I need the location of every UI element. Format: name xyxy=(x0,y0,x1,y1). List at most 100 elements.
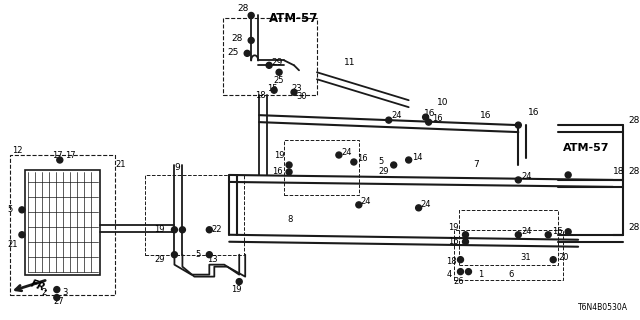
Circle shape xyxy=(271,87,277,93)
Text: 17: 17 xyxy=(65,150,76,159)
Circle shape xyxy=(415,205,422,211)
Text: 24: 24 xyxy=(522,172,532,181)
Circle shape xyxy=(351,159,357,165)
Circle shape xyxy=(565,172,571,178)
Circle shape xyxy=(286,162,292,168)
Text: 21: 21 xyxy=(7,240,17,249)
Circle shape xyxy=(19,232,25,238)
Text: 28: 28 xyxy=(628,167,639,176)
Text: 28: 28 xyxy=(628,223,639,232)
Text: 16: 16 xyxy=(272,167,283,176)
Text: 16: 16 xyxy=(357,154,367,163)
Text: 18: 18 xyxy=(255,91,266,100)
Text: 26: 26 xyxy=(454,277,464,286)
Text: 19: 19 xyxy=(154,225,165,234)
Circle shape xyxy=(276,69,282,75)
Text: ATM-57: ATM-57 xyxy=(269,12,319,26)
Text: 25: 25 xyxy=(227,48,239,57)
Text: 31: 31 xyxy=(520,253,531,262)
Circle shape xyxy=(291,89,297,95)
Text: 24: 24 xyxy=(341,148,351,156)
Text: 25: 25 xyxy=(273,76,284,85)
Circle shape xyxy=(565,229,571,235)
Text: 1: 1 xyxy=(479,270,484,279)
Text: 16: 16 xyxy=(552,227,563,236)
Circle shape xyxy=(550,257,556,263)
Text: 27: 27 xyxy=(54,297,65,306)
Circle shape xyxy=(54,287,60,292)
Text: 17: 17 xyxy=(52,150,63,159)
Text: 24: 24 xyxy=(392,111,402,120)
Circle shape xyxy=(206,227,212,233)
Text: 5: 5 xyxy=(195,250,200,259)
Text: 24: 24 xyxy=(420,200,431,209)
Circle shape xyxy=(179,227,186,233)
Circle shape xyxy=(19,207,25,213)
Text: 4: 4 xyxy=(447,270,452,279)
Text: FR.: FR. xyxy=(29,279,51,295)
Circle shape xyxy=(458,269,463,275)
Circle shape xyxy=(422,114,429,120)
Bar xyxy=(145,175,244,255)
Circle shape xyxy=(515,122,522,128)
Text: 18: 18 xyxy=(613,167,625,176)
Text: 5: 5 xyxy=(379,157,384,166)
Bar xyxy=(454,230,563,280)
Text: 16: 16 xyxy=(431,114,442,123)
Circle shape xyxy=(465,269,472,275)
Circle shape xyxy=(266,62,272,68)
Text: 29: 29 xyxy=(154,255,165,264)
Text: 29: 29 xyxy=(379,167,389,176)
Text: 23: 23 xyxy=(291,84,301,93)
Text: 28: 28 xyxy=(231,34,243,43)
Circle shape xyxy=(244,50,250,56)
Text: 28: 28 xyxy=(628,116,639,124)
Bar xyxy=(284,140,359,195)
Text: 16: 16 xyxy=(528,108,540,117)
Text: 19: 19 xyxy=(449,223,459,232)
Text: ATM-57: ATM-57 xyxy=(563,143,610,153)
Circle shape xyxy=(426,119,431,125)
Circle shape xyxy=(172,252,177,258)
Circle shape xyxy=(248,12,254,19)
Circle shape xyxy=(458,257,463,263)
Text: 16: 16 xyxy=(449,237,459,246)
Circle shape xyxy=(515,177,522,183)
Text: 24: 24 xyxy=(361,197,371,206)
Circle shape xyxy=(463,239,468,245)
Circle shape xyxy=(172,227,177,233)
Circle shape xyxy=(54,295,60,300)
Text: 29: 29 xyxy=(271,58,282,67)
Text: 5: 5 xyxy=(7,205,12,214)
Text: 21: 21 xyxy=(116,161,126,170)
Circle shape xyxy=(286,169,292,175)
Circle shape xyxy=(206,252,212,258)
Bar xyxy=(223,19,317,95)
Text: 9: 9 xyxy=(175,164,180,172)
Text: 10: 10 xyxy=(436,98,448,107)
Text: 12: 12 xyxy=(12,146,22,155)
Text: 6: 6 xyxy=(508,270,514,279)
Bar xyxy=(10,155,115,295)
Text: 19: 19 xyxy=(274,150,285,159)
Circle shape xyxy=(515,232,522,238)
Text: T6N4B0530A: T6N4B0530A xyxy=(578,302,628,311)
Circle shape xyxy=(336,152,342,158)
Text: 19: 19 xyxy=(231,285,242,294)
Text: 18: 18 xyxy=(447,257,457,266)
Text: 11: 11 xyxy=(344,58,355,67)
Text: 16: 16 xyxy=(424,109,435,118)
Text: 16: 16 xyxy=(481,111,492,120)
Circle shape xyxy=(57,157,63,163)
Circle shape xyxy=(463,232,468,238)
Circle shape xyxy=(248,37,254,44)
Text: 28: 28 xyxy=(237,4,248,13)
Circle shape xyxy=(406,157,412,163)
Text: 14: 14 xyxy=(412,153,422,162)
Text: 24: 24 xyxy=(522,227,532,236)
Circle shape xyxy=(386,117,392,123)
Text: 13: 13 xyxy=(207,255,218,264)
Circle shape xyxy=(391,162,397,168)
Circle shape xyxy=(545,232,551,238)
Text: 20: 20 xyxy=(558,253,569,262)
